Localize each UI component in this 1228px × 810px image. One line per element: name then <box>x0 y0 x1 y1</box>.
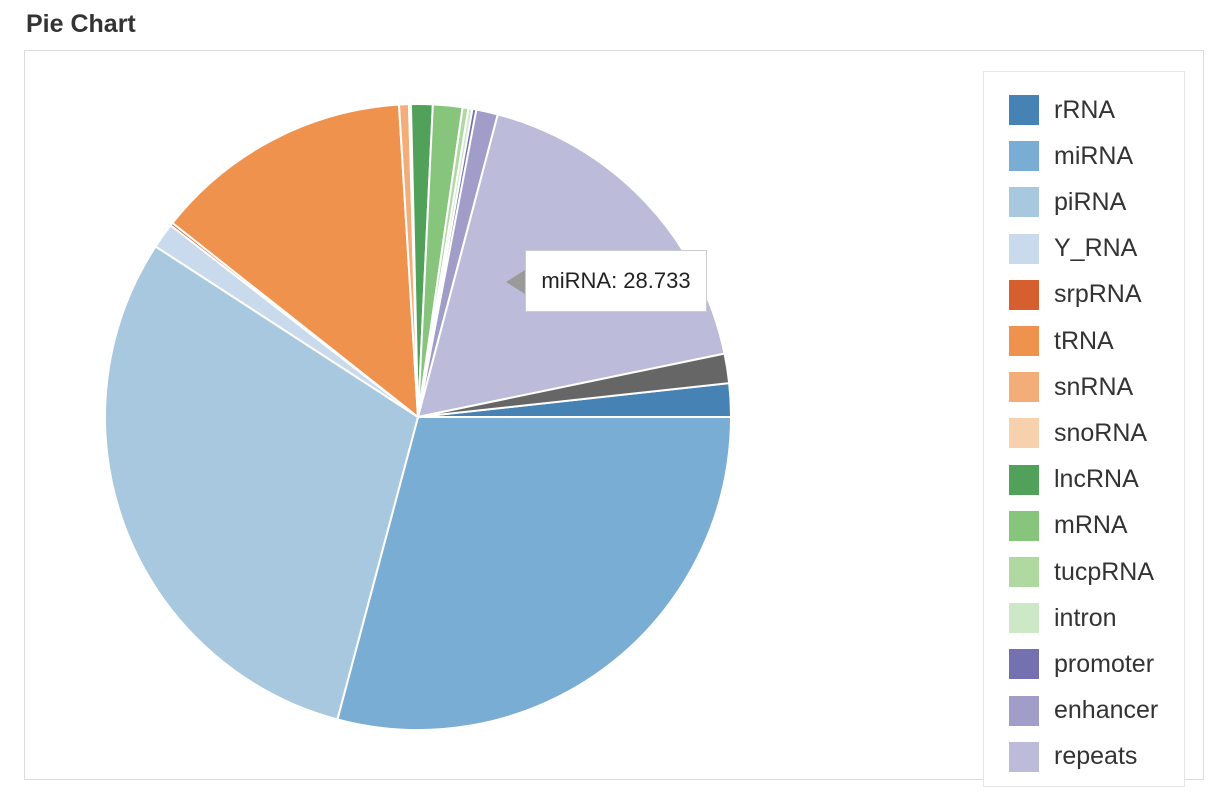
pie-slice-pirna[interactable] <box>104 245 420 721</box>
pie-slice-other-15[interactable] <box>417 352 731 418</box>
legend-swatch <box>1009 741 1039 772</box>
pie-slice-mirna[interactable] <box>336 416 733 731</box>
legend-label: miRNA <box>1054 141 1134 170</box>
legend-item[interactable]: mRNA <box>1009 510 1128 542</box>
legend-swatch <box>1009 418 1039 449</box>
legend-swatch <box>1009 279 1039 310</box>
legend-item[interactable]: repeats <box>1009 741 1137 773</box>
legend-label: Y_RNA <box>1054 234 1138 263</box>
legend-swatch <box>1009 603 1039 634</box>
legend-item[interactable]: miRNA <box>1009 140 1133 172</box>
legend-item[interactable]: tucpRNA <box>1009 556 1154 588</box>
legend-label: lncRNA <box>1054 465 1139 494</box>
tooltip-arrow-icon <box>506 270 525 294</box>
legend-swatch <box>1009 557 1039 587</box>
legend-label: piRNA <box>1054 187 1127 216</box>
legend-swatch <box>1009 141 1039 172</box>
legend-item[interactable]: snRNA <box>1009 371 1133 403</box>
legend-label: intron <box>1054 603 1117 632</box>
legend-item[interactable]: srpRNA <box>1009 279 1142 311</box>
legend-swatch <box>1009 464 1039 495</box>
legend-swatch <box>1009 510 1039 541</box>
pie-slice-trna[interactable] <box>171 103 420 420</box>
legend-swatch <box>1009 649 1039 680</box>
legend-item[interactable]: piRNA <box>1009 186 1126 218</box>
legend-label: enhancer <box>1054 696 1159 725</box>
legend-item[interactable]: rRNA <box>1009 94 1115 126</box>
legend-swatch <box>1009 233 1039 264</box>
legend-label: promoter <box>1054 649 1155 678</box>
chart-legend: rRNA miRNA piRNA Y_RNA srpRNA tRNA snRNA snoRNA… <box>983 71 1185 787</box>
legend-item[interactable]: lncRNA <box>1009 464 1139 496</box>
legend-label: repeats <box>1054 742 1138 771</box>
legend-item[interactable]: tRNA <box>1009 325 1114 357</box>
legend-swatch <box>1009 326 1039 356</box>
legend-swatch <box>1009 695 1039 726</box>
legend-label: mRNA <box>1054 511 1128 540</box>
legend-label: tucpRNA <box>1054 557 1155 586</box>
legend-label: rRNA <box>1054 95 1116 124</box>
legend-swatch <box>1009 372 1039 403</box>
legend-item[interactable]: intron <box>1009 602 1117 634</box>
legend-item[interactable]: snoRNA <box>1009 417 1147 449</box>
legend-label: srpRNA <box>1054 280 1142 309</box>
chart-panel: rRNA miRNA piRNA Y_RNA srpRNA tRNA snRNA snoRNA… <box>24 50 1204 787</box>
legend-label: snRNA <box>1054 372 1134 401</box>
legend-label: snoRNA <box>1054 418 1148 447</box>
legend-swatch <box>1009 187 1039 218</box>
legend-swatch <box>1009 95 1039 125</box>
legend-item[interactable]: enhancer <box>1009 695 1158 727</box>
legend-label: tRNA <box>1054 326 1114 355</box>
chart-tooltip: miRNA: 28.733 <box>525 250 707 312</box>
legend-item[interactable]: Y_RNA <box>1009 233 1137 265</box>
legend-item[interactable]: promoter <box>1009 648 1154 680</box>
page-title: Pie Chart <box>26 10 136 38</box>
